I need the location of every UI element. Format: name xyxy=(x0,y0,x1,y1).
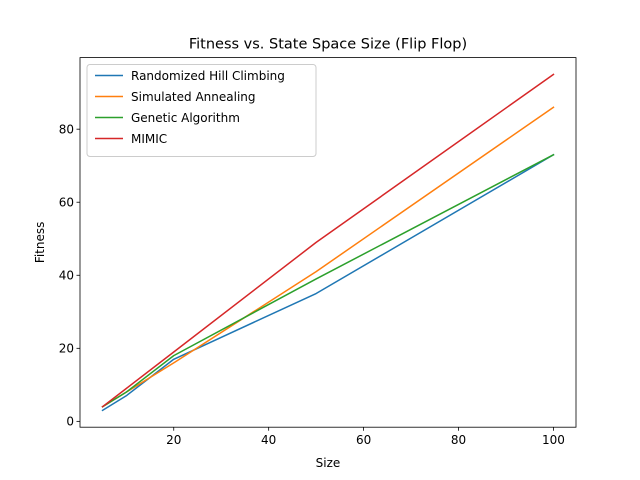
legend-label: Randomized Hill Climbing xyxy=(131,69,285,83)
y-axis-label: Fitness xyxy=(33,222,47,264)
y-axis: 0 20 40 60 80 xyxy=(59,122,80,429)
legend-box xyxy=(86,64,317,157)
plot-lines xyxy=(101,73,555,412)
legend-label: Genetic Algorithm xyxy=(131,111,240,125)
y-tick-label: 40 xyxy=(59,269,74,283)
plot-frame xyxy=(79,57,577,428)
series-line-3 xyxy=(101,73,555,408)
y-tick-label: 60 xyxy=(59,196,74,210)
legend-label: MIMIC xyxy=(131,132,167,146)
series-line-2 xyxy=(101,153,555,408)
legend-label: Simulated Annealing xyxy=(131,90,256,104)
legend: Randomized Hill Climbing Simulated Anneal… xyxy=(86,64,317,157)
y-tick-label: 80 xyxy=(59,122,74,136)
y-tick-label: 0 xyxy=(66,415,74,429)
x-axis: 20 40 60 80 100 xyxy=(166,427,565,447)
series-line-0 xyxy=(101,153,555,412)
x-tick-label: 60 xyxy=(356,433,371,447)
chart-title: Fitness vs. State Space Size (Flip Flop) xyxy=(189,37,467,53)
y-tick-label: 20 xyxy=(59,342,74,356)
x-tick-label: 100 xyxy=(542,433,565,447)
x-axis-label: Size xyxy=(316,456,341,470)
x-tick-label: 40 xyxy=(261,433,276,447)
x-tick-label: 80 xyxy=(451,433,466,447)
x-tick-label: 20 xyxy=(166,433,181,447)
